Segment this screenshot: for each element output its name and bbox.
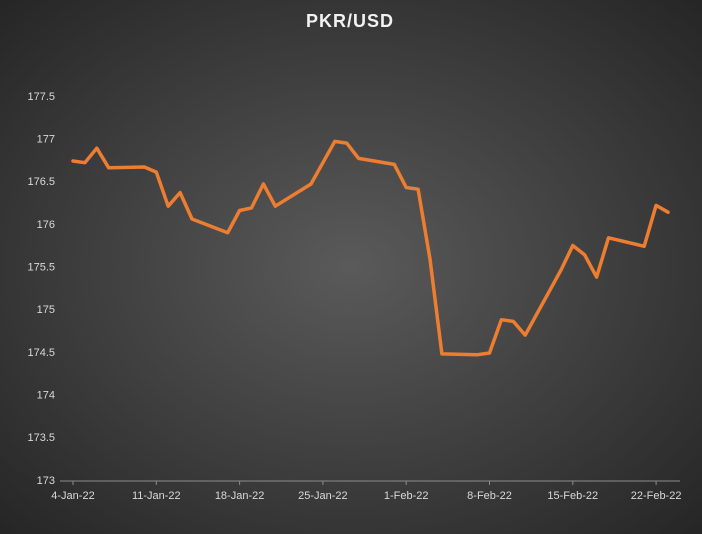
line-series (71, 139, 670, 357)
y-tick-label: 177.5 (27, 91, 55, 103)
x-tick-label: 8-Feb-22 (467, 490, 512, 502)
y-tick-label: 173 (37, 475, 55, 487)
y-tick-label: 175.5 (27, 262, 55, 274)
y-tick-label: 174.5 (27, 347, 55, 359)
y-tick-label: 176 (37, 219, 55, 231)
x-tick-label: 11-Jan-22 (132, 490, 181, 502)
x-tick-label: 22-Feb-22 (631, 490, 682, 502)
y-tick-label: 173.5 (27, 432, 55, 444)
x-tick-label: 15-Feb-22 (547, 490, 598, 502)
x-tick-label: 25-Jan-22 (298, 490, 348, 502)
y-tick-label: 174 (37, 390, 55, 402)
y-tick-label: 175 (37, 304, 55, 316)
chart-title: PKR/USD (306, 11, 394, 31)
y-tick-label: 177 (37, 134, 55, 146)
x-tick-label: 18-Jan-22 (215, 490, 265, 502)
y-tick-label: 176.5 (27, 176, 55, 188)
x-tick-label: 4-Jan-22 (51, 490, 94, 502)
x-tick-label: 1-Feb-22 (384, 490, 429, 502)
